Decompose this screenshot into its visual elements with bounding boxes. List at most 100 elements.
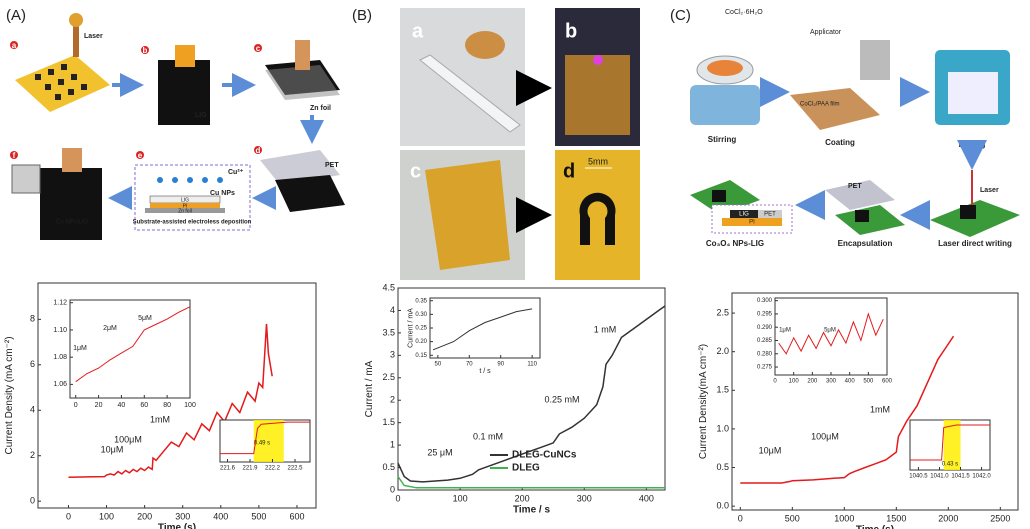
y-axis-label: Current / mA [408, 308, 415, 348]
y-tick-label: 0.285 [757, 338, 773, 344]
zn-layer [145, 208, 225, 213]
kapton-roll [465, 31, 505, 59]
y-tick-label: 1.5 [716, 385, 729, 395]
y-tick-label: 1.5 [382, 417, 395, 427]
x-tick-label: 500 [251, 511, 266, 521]
laser-source [69, 13, 83, 27]
label: PI [749, 220, 755, 226]
schematic-a: (A) Laser LIG Zn foil PET Cu²⁺ Cu NPs LI… [6, 7, 345, 240]
label: Laser [84, 33, 103, 40]
panel-label: (B) [352, 7, 372, 24]
step-letter: e [138, 151, 143, 160]
x-tick-label: 222.2 [265, 466, 281, 472]
x-tick-label: 400 [213, 511, 228, 521]
y-tick-label: 0.290 [757, 325, 773, 331]
x-tick-label: 1000 [834, 513, 854, 523]
label: Co₃O₄ NPs-LIG [706, 239, 764, 248]
x-tick-label: 20 [95, 402, 103, 409]
arrows [108, 73, 324, 210]
label: LIG [181, 197, 189, 203]
x-tick-label: 300 [826, 379, 837, 385]
x-tick-label: 1500 [886, 513, 906, 523]
plot-area [69, 299, 191, 399]
chart: 0 100 200 300 400 0 0.5 1 1.5 2 2.5 3 3.5 4 4.5 Time / … [364, 282, 666, 515]
x-tick-label: 1041.5 [951, 474, 970, 480]
lig [158, 60, 210, 125]
x-tick-label: 100 [184, 402, 196, 409]
pattern [35, 64, 87, 100]
photos-b: (B) 5mm a b c d [352, 7, 640, 280]
y-tick-label: 6 [30, 359, 35, 369]
x-tick-label: 200 [515, 493, 530, 503]
x-tick-label: 70 [466, 362, 473, 368]
x-tick-label: 221.6 [220, 466, 236, 472]
line-series [432, 308, 533, 351]
label: Laser direct writing [938, 239, 1012, 248]
y-tick-label: 0.295 [757, 312, 773, 318]
step-letter: f [13, 151, 16, 160]
pet [825, 180, 895, 210]
photo-letter: c [410, 160, 421, 182]
x-axis-label: t / s [479, 368, 491, 375]
y-axis-label: Current Density (mA cm⁻²) [4, 336, 15, 454]
x-tick-label: 200 [137, 511, 152, 521]
x-tick-label: 90 [497, 362, 504, 368]
step-letter: c [256, 44, 261, 53]
y-tick-label: 0.35 [415, 298, 427, 304]
annotation: 1μM [779, 328, 791, 334]
line-series [778, 312, 884, 355]
y-axis-label: Current / mA [364, 360, 375, 417]
arrows [516, 70, 552, 233]
x-tick-label: 50 [435, 362, 442, 368]
laser-spot [593, 55, 603, 65]
photo-letter: b [565, 20, 577, 42]
label: Baking [959, 140, 986, 149]
label: Cu²⁺ [228, 169, 244, 176]
tab [62, 148, 82, 172]
label: Encapsulation [838, 239, 893, 248]
scale-label: 5mm [588, 156, 608, 166]
x-tick-label: 300 [175, 511, 190, 521]
y-tick-label: 0.275 [757, 365, 773, 371]
y-tick-label: 4 [390, 305, 395, 315]
ions [157, 177, 223, 183]
label: PI [183, 203, 188, 209]
glass-rod [419, 54, 521, 133]
line-series [75, 306, 191, 383]
y-tick-label: 2.5 [716, 307, 729, 317]
y-tick-label: 2.5 [382, 372, 395, 382]
x-tick-label: 200 [807, 379, 818, 385]
lig [960, 205, 976, 219]
x-tick-label: 0 [738, 513, 743, 523]
y-tick-label: 0.280 [757, 351, 773, 357]
label: PET [764, 212, 776, 218]
zn-foil [265, 65, 340, 100]
oven-window [948, 72, 998, 114]
hotplate [690, 85, 760, 125]
x-tick-label: 500 [785, 513, 800, 523]
photo-letter: d [563, 160, 575, 182]
annotation: 0.49 s [254, 441, 270, 447]
label: Applicator [810, 29, 842, 36]
y-tick-label: 3.5 [382, 327, 395, 337]
applicator [860, 40, 890, 80]
y-tick-label: 2.0 [716, 346, 729, 356]
x-tick-label: 2000 [938, 513, 958, 523]
x-tick-label: 1042.0 [972, 474, 991, 480]
label: Substrate-assisted electroless depositio… [133, 220, 252, 226]
annotation: 100μM [114, 434, 142, 444]
y-axis-label: Current Density(mA cm⁻²) [698, 344, 709, 459]
plot-area [774, 297, 888, 376]
label: PET [325, 162, 339, 169]
annotation: 25 μM [427, 447, 452, 457]
line-series [68, 323, 273, 479]
label: Zn foil [178, 208, 192, 214]
y-tick-label: 3 [390, 350, 395, 360]
x-tick-label: 40 [118, 402, 126, 409]
y-tick-label: 0.15 [415, 353, 427, 359]
schematic-c: (C) CoCl₂·6H₂O Stirring Applicator CoCl₂… [670, 7, 1020, 248]
x-tick-label: 222.5 [287, 466, 303, 472]
x-tick-label: 400 [845, 379, 856, 385]
x-tick-label: 300 [577, 493, 592, 503]
annotation: 10μM [101, 444, 124, 454]
